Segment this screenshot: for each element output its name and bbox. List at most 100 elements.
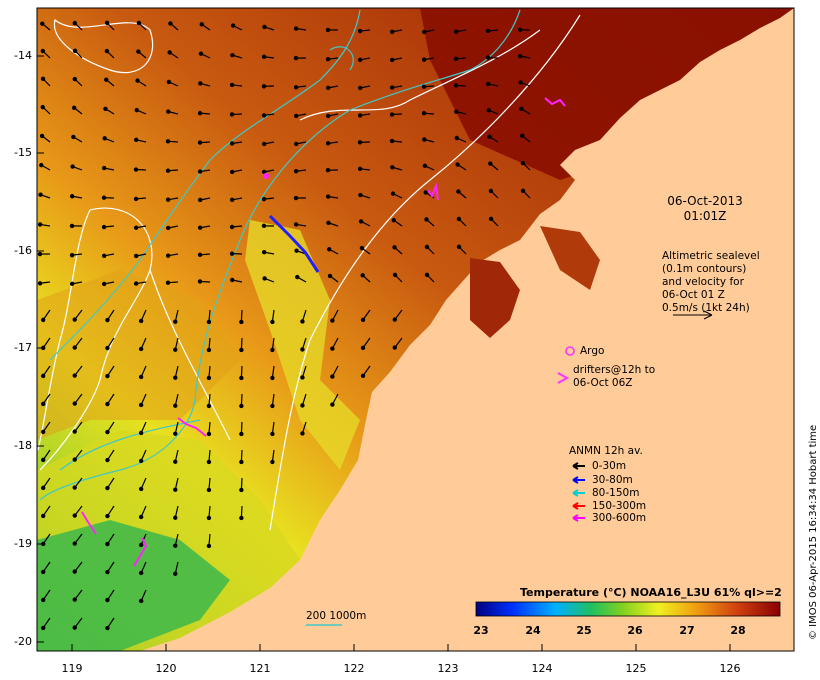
velocity-arrow-head [421,111,427,116]
velocity-arrow-head [72,373,77,378]
velocity-arrow-head [101,165,107,171]
velocity-arrow-head [136,49,141,54]
lat-tick: -17 [14,341,32,354]
velocity-arrow-head [293,141,299,147]
velocity-arrow-head [357,85,363,91]
velocity-arrow-head [165,225,171,231]
velocity-arrow-head [72,20,78,26]
lon-tick: 119 [61,662,83,675]
velocity-arrow-head [105,429,110,435]
colorbar-tick: 28 [730,624,746,637]
velocity-arrow-head [166,79,172,85]
colorbar-title: Temperature (°C) NOAA16_L3U 61% ql>=2 [520,586,782,599]
velocity-arrow-head [133,225,139,230]
velocity-arrow-head [520,160,526,166]
velocity-arrow-head [69,223,75,229]
velocity-arrow-head [72,485,77,490]
anmn-legend-arrows [572,462,585,522]
velocity-arrow-head [39,133,45,139]
lat-tick: -16 [14,244,32,257]
velocity-arrow-head [389,138,395,144]
velocity-arrow-head [325,194,331,199]
velocity-arrow-head [197,110,203,116]
velocity-arrow-head [392,272,398,278]
velocity-arrow-head [105,513,110,519]
velocity-arrow-head [389,85,395,90]
velocity-arrow-head [72,401,77,406]
velocity-arrow-head [165,253,171,258]
velocity-arrow-head [173,319,178,324]
velocity-arrow-head [422,137,427,142]
velocity-arrow-head [101,281,107,287]
velocity-arrow-head [453,29,459,34]
time-line: 01:01Z [683,209,727,223]
velocity-arrow-head [133,253,139,259]
velocity-arrow-head [138,570,144,576]
velocity-arrow-head [173,403,178,408]
velocity-arrow-head [325,141,331,146]
velocity-arrow-head [41,317,46,323]
velocity-arrow-head [357,28,363,34]
velocity-arrow-head [270,403,275,409]
velocity-arrow-head [520,188,526,194]
velocity-arrow-head [357,140,363,145]
orange-band [37,270,240,440]
coast-inlet [610,160,660,200]
velocity-arrow-head [261,84,267,89]
altimetry-line: and velocity for [662,276,744,288]
velocity-arrow-head [300,319,305,324]
velocity-arrow-head [104,48,110,54]
velocity-arrow-head [389,57,395,63]
velocity-arrow-head [360,317,366,322]
date-label: 06-Oct-2013 01:01Z [660,194,750,224]
velocity-arrow-head [424,244,430,250]
velocity-arrow-head [101,195,107,200]
velocity-arrow-head [424,272,430,278]
velocity-arrow-head [101,253,107,259]
velocity-arrow-head [166,109,171,114]
velocity-arrow-head [239,459,244,465]
velocity-arrow-head [71,134,76,140]
altimetry-legend: Altimetric sealevel (0.1m contours) and … [662,250,760,315]
velocity-arrow-head [197,252,203,258]
velocity-arrow-head [69,194,75,199]
velocity-arrow-head [230,52,235,58]
lon-tick: 121 [249,662,271,675]
velocity-arrow-head [455,162,460,167]
drifter-legend-icon [557,372,570,384]
velocity-arrow-head [326,247,332,252]
velocity-arrow-head [173,375,178,380]
velocity-arrow-head [325,113,331,119]
altimetry-line: (0.1m contours) [662,263,747,275]
velocity-arrow-head [270,347,275,353]
velocity-arrow-head [105,345,110,351]
altimetry-line: 06-Oct 01 Z [662,289,725,301]
velocity-arrow-head [165,197,171,202]
velocity-arrow-head [103,106,108,111]
velocity-arrow-head [357,113,363,118]
velocity-arrow-head [197,169,203,174]
velocity-arrow-head [105,569,110,575]
velocity-arrow-head [173,543,178,548]
velocity-arrow-head [300,347,305,352]
colorbar-tick: 26 [627,624,643,637]
velocity-arrow-head [206,431,212,437]
velocity-arrow-head [423,190,428,195]
velocity-arrow-head [487,134,492,139]
date-line: 06-Oct-2013 [667,194,743,208]
velocity-arrow-head [197,225,203,230]
velocity-arrow-head [197,197,203,203]
velocity-arrow-head [105,373,110,379]
velocity-arrow-head [40,48,46,54]
velocity-arrow-head [421,84,427,89]
velocity-arrow-head [229,141,235,146]
velocity-arrow-head [105,401,110,407]
velocity-arrow-head [270,459,275,465]
velocity-arrow-head [261,54,267,59]
velocity-arrow-head [138,318,144,324]
anmn-item: 80-150m [592,487,640,499]
velocity-arrow-head [104,77,109,82]
velocity-arrow-head [488,161,493,166]
velocity-arrow-head [485,28,491,34]
velocity-arrow-head [206,375,212,381]
